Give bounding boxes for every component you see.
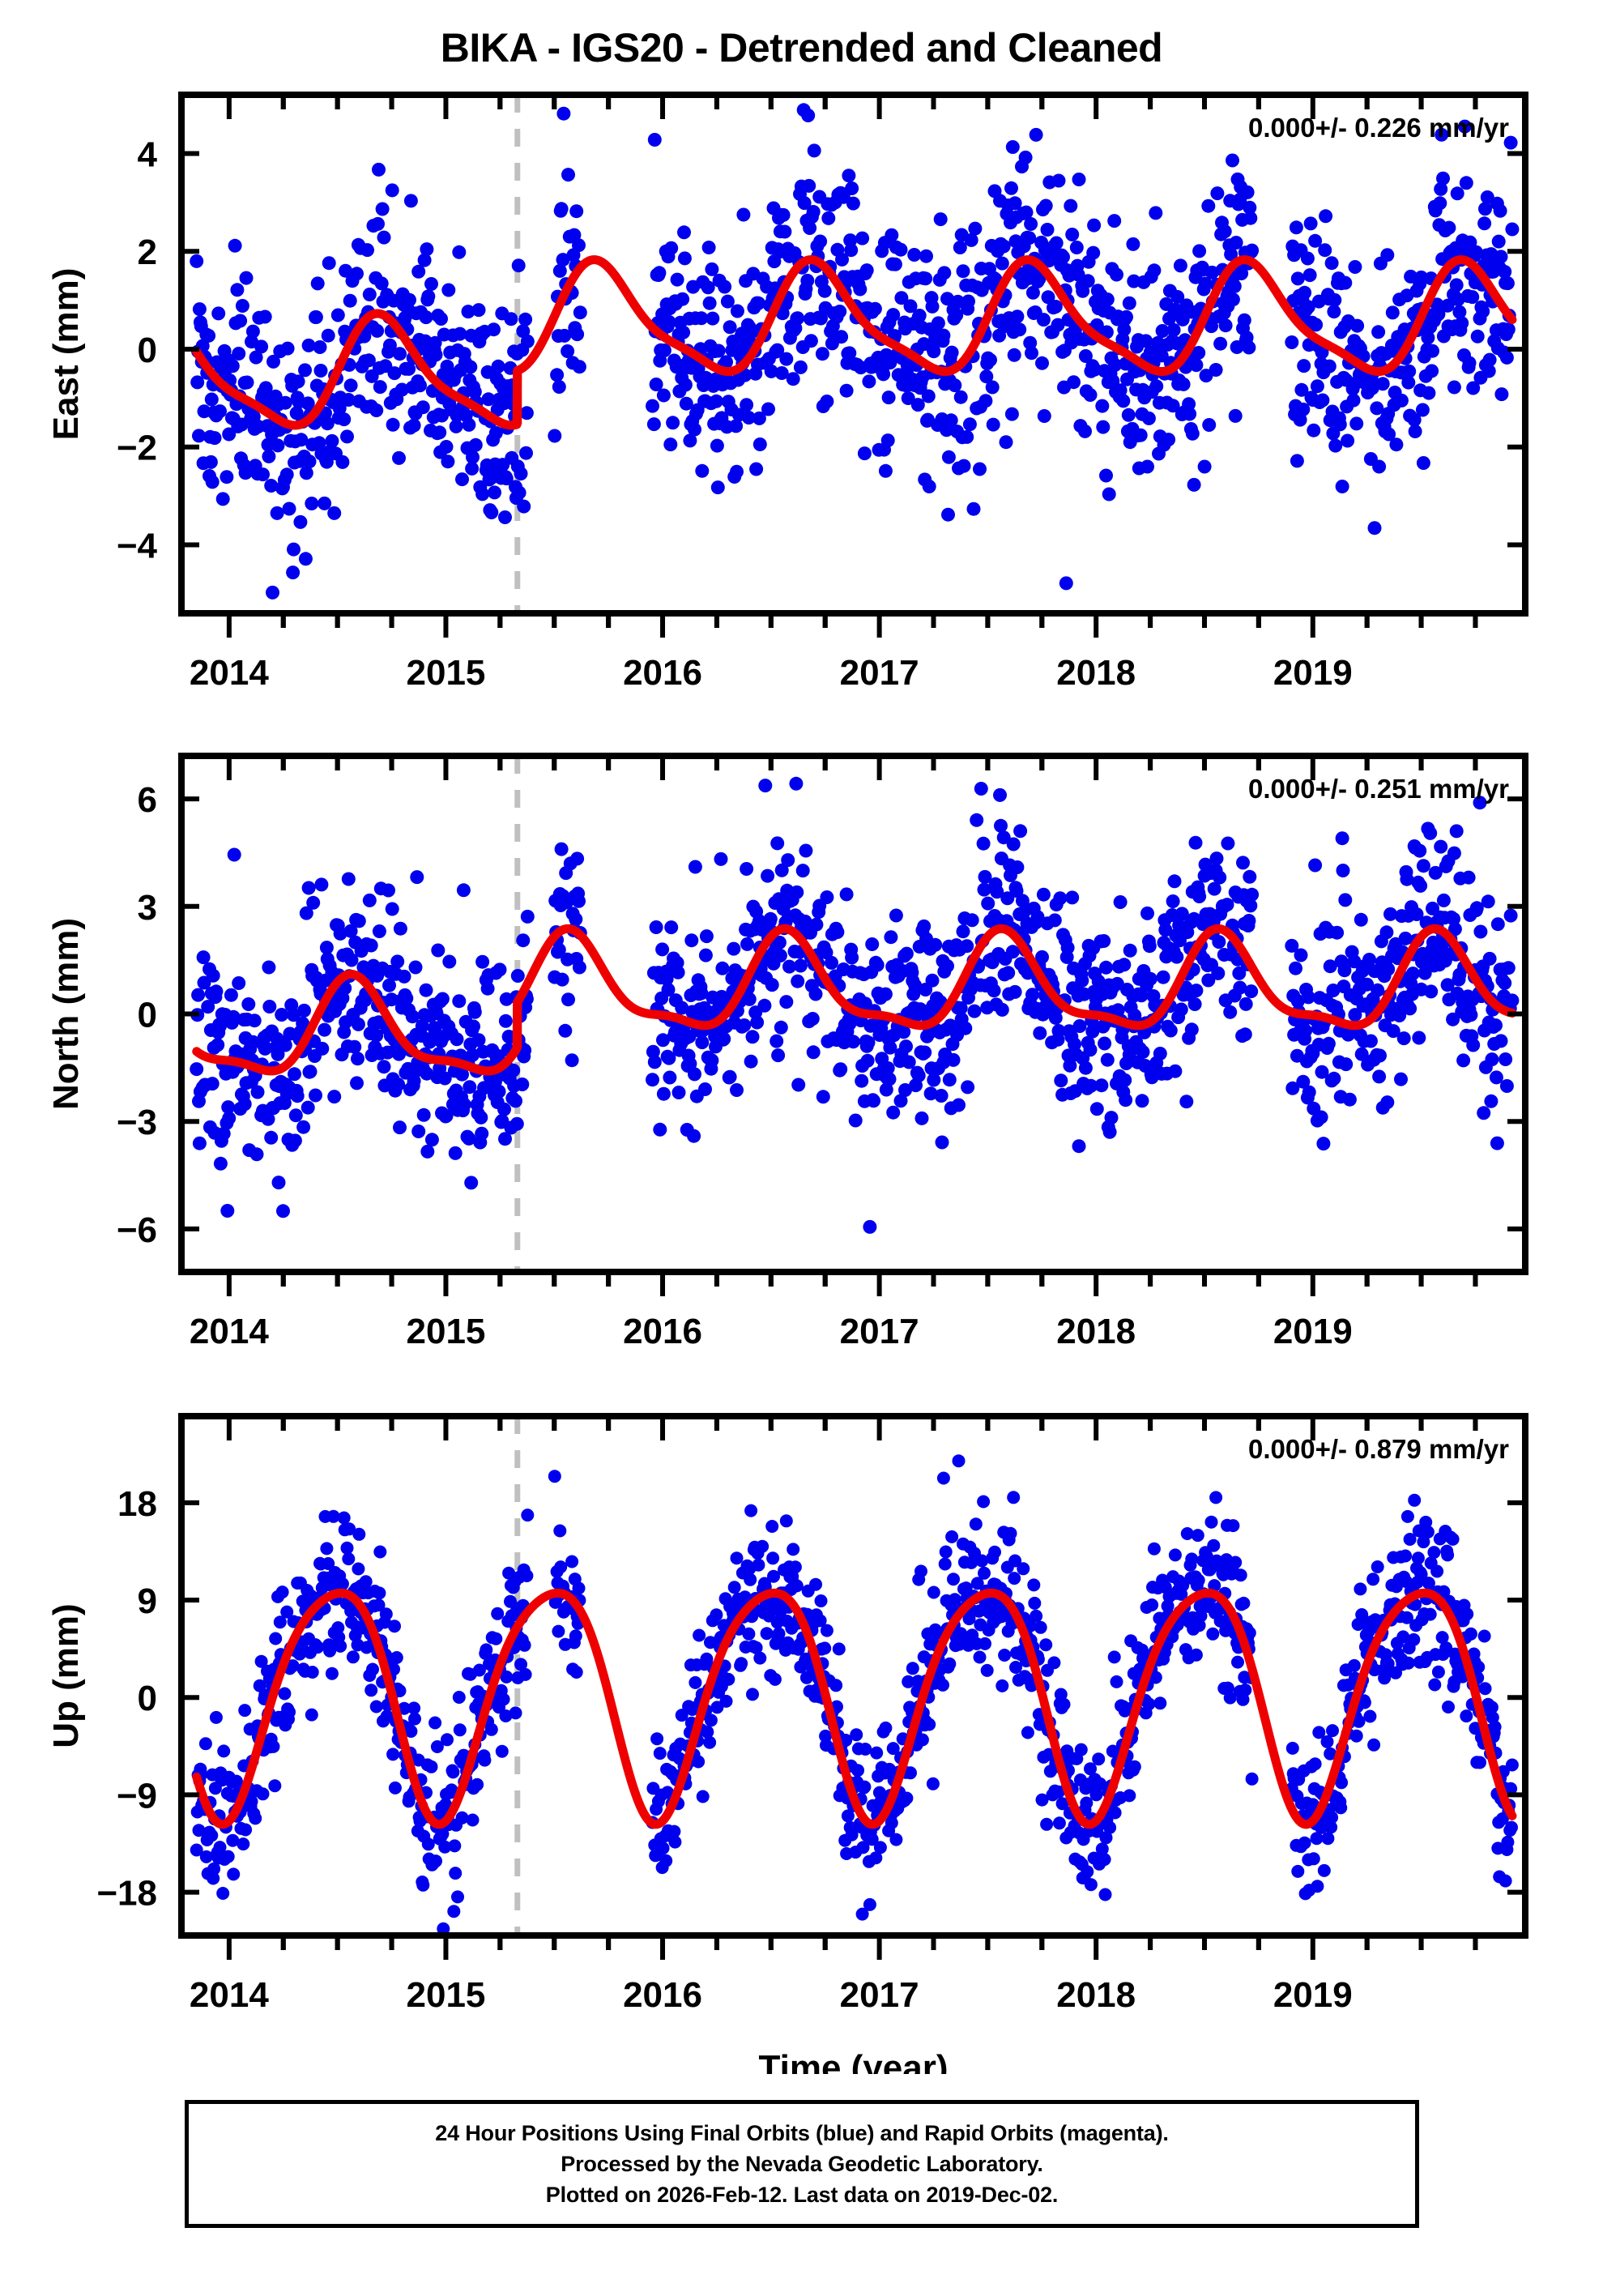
xtick-label: 2015 (407, 653, 486, 693)
caption-line-1: 24 Hour Positions Using Final Orbits (bl… (435, 2120, 1169, 2145)
ytick-label-north: −6 (117, 1210, 157, 1250)
model-curve (192, 924, 1517, 1076)
xtick-label: 2017 (840, 1975, 919, 2015)
rate-annotation-east: 0.000+/- 0.226 mm/yr (1248, 113, 1509, 143)
page-title: BIKA - IGS20 - Detrended and Cleaned (440, 25, 1163, 70)
panel-frame (178, 92, 1528, 617)
panel-north (178, 753, 1528, 1296)
xtick-label: 2019 (1273, 1975, 1353, 2015)
xtick-label: 2015 (407, 1312, 486, 1351)
caption-line-2: Processed by the Nevada Geodetic Laborat… (561, 2151, 1043, 2176)
caption-box: 24 Hour Positions Using Final Orbits (bl… (185, 2100, 1419, 2228)
xtick-label: 2016 (623, 1312, 702, 1351)
rate-annotation-north: 0.000+/- 0.251 mm/yr (1248, 774, 1509, 804)
axis-label-north: North (mm) (46, 918, 86, 1110)
rate-annotation-up: 0.000+/- 0.879 mm/yr (1248, 1434, 1509, 1464)
xtick-label: 2016 (623, 1975, 702, 2015)
ytick-label-east: 4 (138, 134, 158, 174)
xtick-label: 2014 (190, 653, 269, 693)
data-points (190, 103, 1520, 600)
panel-frame (178, 1413, 1528, 1939)
ytick-label-up: 9 (138, 1581, 157, 1621)
axis-label-east: East (mm) (46, 268, 86, 441)
xtick-label: 2018 (1056, 1975, 1136, 2015)
xtick-label: 2014 (190, 1975, 269, 2015)
xtick-label: 2019 (1273, 653, 1353, 693)
axis-label-time: Time (year) (759, 2048, 949, 2074)
xtick-label: 2018 (1056, 653, 1136, 693)
panel-east (178, 92, 1528, 638)
ytick-label-east: 2 (138, 233, 157, 272)
ytick-label-east: −4 (117, 526, 158, 565)
ytick-label-north: 0 (138, 996, 157, 1035)
ytick-label-north: 3 (138, 888, 157, 928)
ytick-label-east: −2 (117, 429, 157, 468)
xtick-label: 2017 (840, 653, 919, 693)
xtick-label: 2019 (1273, 1312, 1353, 1351)
xtick-label: 2014 (190, 1312, 269, 1351)
ytick-label-north: −3 (117, 1103, 157, 1142)
xtick-label: 2016 (623, 653, 702, 693)
timeseries-plot-area: 4 2 0 −2 −4 2014 2015 2016 2017 2018 2019 East (mm)… (46, 92, 1528, 2074)
caption-line-3: Plotted on 2026-Feb-12. Last data on 201… (545, 2183, 1059, 2208)
model-curve (192, 255, 1517, 430)
ytick-label-up: −18 (96, 1874, 157, 1914)
ytick-label-east: 0 (138, 331, 157, 370)
xtick-label: 2018 (1056, 1312, 1136, 1351)
xtick-label: 2017 (840, 1312, 919, 1351)
xtick-label: 2015 (407, 1975, 486, 2015)
model-curve (192, 1588, 1517, 1829)
ytick-label-up: 0 (138, 1679, 157, 1718)
data-points (190, 776, 1520, 1234)
axis-label-up: Up (mm) (46, 1603, 86, 1748)
ytick-label-north: 6 (138, 780, 157, 820)
ytick-label-up: −9 (117, 1776, 157, 1816)
panel-up (178, 1413, 1528, 1960)
ytick-label-up: 18 (117, 1484, 157, 1524)
